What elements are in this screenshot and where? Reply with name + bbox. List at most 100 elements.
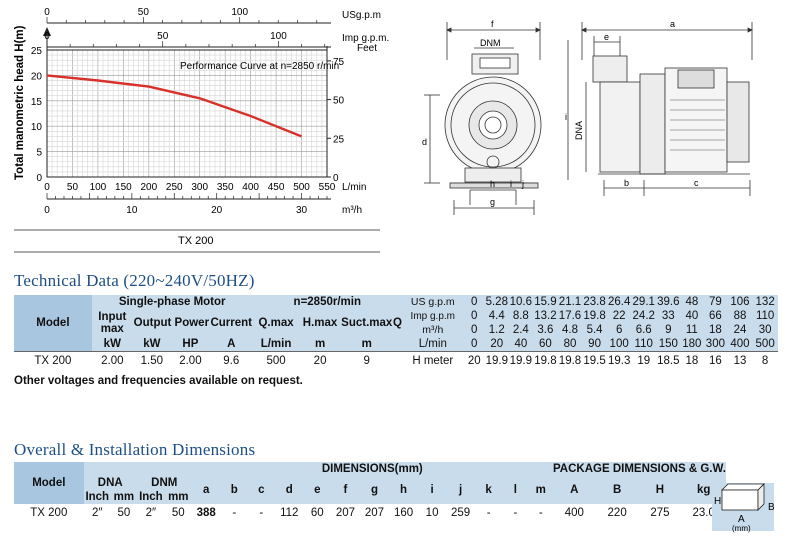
- dim-col-d: d: [274, 476, 304, 504]
- dim-j-label: j: [521, 179, 524, 189]
- lmin-0: 0: [463, 337, 485, 352]
- m3h-tick-3: 30: [296, 205, 308, 216]
- dim-dnm-label: DNM: [480, 38, 501, 48]
- box-a-label: A: [738, 514, 745, 525]
- usgpm-0: 0: [463, 295, 485, 309]
- usgpm-tick-1: 50: [138, 7, 150, 18]
- dims-val-c: -: [259, 506, 264, 519]
- dims-model-header: Model: [14, 462, 84, 504]
- y-tick-ft-1: 25: [333, 134, 345, 145]
- h-5: 19.5: [582, 351, 607, 370]
- dna-mm-header: mm: [110, 490, 137, 504]
- impgpm-1: 4.4: [485, 309, 509, 323]
- usgpm-tick-2: 100: [231, 7, 248, 18]
- m3h-4: 4.8: [557, 323, 583, 337]
- dnm-mm-header: mm: [164, 490, 192, 504]
- impgpm-0: 0: [463, 309, 485, 323]
- dnm-inch-header: Inch: [136, 490, 165, 504]
- lmin-2: 40: [508, 337, 534, 352]
- dim-h-label: h: [490, 179, 495, 189]
- dim-a-label: a: [670, 19, 675, 29]
- unit-m-hmax: m: [299, 337, 341, 352]
- m3h-10: 18: [703, 323, 728, 337]
- dim-col-b: b: [220, 476, 248, 504]
- y-tick-m-3: 15: [31, 97, 43, 108]
- tech-row-hmax: 20: [299, 351, 341, 370]
- lmin-8: 150: [656, 337, 681, 352]
- m3h-6: 6: [606, 323, 632, 337]
- impgpm-2: 8.8: [508, 309, 534, 323]
- dim-col-c: c: [247, 476, 275, 504]
- lmin-3: 60: [533, 337, 558, 352]
- m3h-5: 5.4: [582, 323, 607, 337]
- dims-val-b: -: [232, 506, 237, 519]
- impgpm-tick-1: 50: [157, 31, 169, 42]
- x-tick-lmin-7: 350: [217, 182, 234, 193]
- lmin-6: 100: [606, 337, 632, 352]
- dims-row-dnm-mm: 50: [171, 506, 185, 519]
- dim-col-h: h: [389, 476, 419, 504]
- m3h-axis-label: m³/h: [342, 205, 362, 216]
- dna-header: DNA: [83, 476, 137, 490]
- m3h-2: 2.4: [508, 323, 534, 337]
- y-tick-ft-0: 0: [333, 173, 339, 184]
- lmin-5: 90: [582, 337, 607, 352]
- lmin-10: 300: [703, 337, 728, 352]
- dim-dna-label: DNA: [574, 121, 584, 140]
- dims-val-f: 207: [335, 506, 355, 519]
- pkg-val-a: 400: [564, 506, 584, 519]
- lmin-row-label: L/min: [402, 337, 464, 352]
- x-tick-lmin-3: 150: [115, 182, 132, 193]
- dna-inch-header: Inch: [83, 490, 111, 504]
- dims-val-m: -: [538, 506, 543, 519]
- tech-row-hp: 2.00: [170, 351, 210, 370]
- m3h-8: 9: [656, 323, 681, 337]
- y-tick-m-0: 0: [36, 173, 42, 184]
- dims-val-e: 60: [310, 506, 324, 519]
- usgpm-4: 21.1: [557, 295, 583, 309]
- x-tick-lmin-1: 50: [67, 182, 79, 193]
- dims-val-h: 160: [393, 506, 414, 519]
- dim-g-label: g: [490, 197, 495, 207]
- impgpm-axis-label: Imp g.p.m.: [342, 33, 389, 44]
- x-tick-lmin-9: 450: [268, 182, 285, 193]
- dim-col-i: i: [418, 476, 447, 504]
- x-tick-lmin-10: 500: [293, 182, 310, 193]
- package-box-icon: H B A (mm): [714, 483, 775, 533]
- lmin-1: 20: [485, 337, 509, 352]
- box-mm-label: (mm): [732, 524, 751, 533]
- suct-header: Suct.max: [340, 309, 393, 337]
- usgpm-5: 23.8: [582, 295, 607, 309]
- dim-b-label: b: [624, 178, 629, 188]
- impgpm-6: 22: [606, 309, 632, 323]
- hmax-header: H.max: [299, 309, 341, 337]
- usgpm-10: 79: [703, 295, 728, 309]
- m3h-0: 0: [463, 323, 485, 337]
- tech-data-title: Technical Data (220~240V/50HZ): [14, 271, 255, 290]
- impgpm-8: 33: [656, 309, 681, 323]
- tech-row-qmax: 500: [252, 351, 300, 370]
- dims-row-dna-mm: 50: [117, 506, 131, 519]
- m3h-row-label: m³/h: [402, 323, 464, 337]
- h-2: 19.9: [508, 351, 534, 370]
- m3h-tick-1: 10: [126, 205, 138, 216]
- dim-c-label: c: [694, 178, 699, 188]
- m3h-tick-2: 20: [211, 205, 223, 216]
- h-8: 18.5: [656, 351, 681, 370]
- impgpm-9: 40: [680, 309, 704, 323]
- tech-data-table: Model Single-phase Motor n=2850r/min US …: [14, 295, 778, 370]
- x-tick-lmin-5: 250: [166, 182, 183, 193]
- h-6: 19.3: [606, 351, 632, 370]
- dim-d-label: d: [422, 137, 427, 147]
- dims-val-j: 259: [451, 506, 471, 519]
- m3h-3: 3.6: [533, 323, 558, 337]
- impgpm-12: 110: [752, 309, 778, 323]
- usgpm-axis-label: USg.p.m: [342, 10, 381, 21]
- dimensions-header: DIMENSIONS(mm): [191, 462, 553, 476]
- impgpm-10: 66: [703, 309, 728, 323]
- box-b-label: B: [768, 502, 775, 513]
- pkg-val-h: 275: [650, 506, 670, 519]
- m3h-tick-0: 0: [44, 205, 50, 216]
- usgpm-9: 48: [680, 295, 704, 309]
